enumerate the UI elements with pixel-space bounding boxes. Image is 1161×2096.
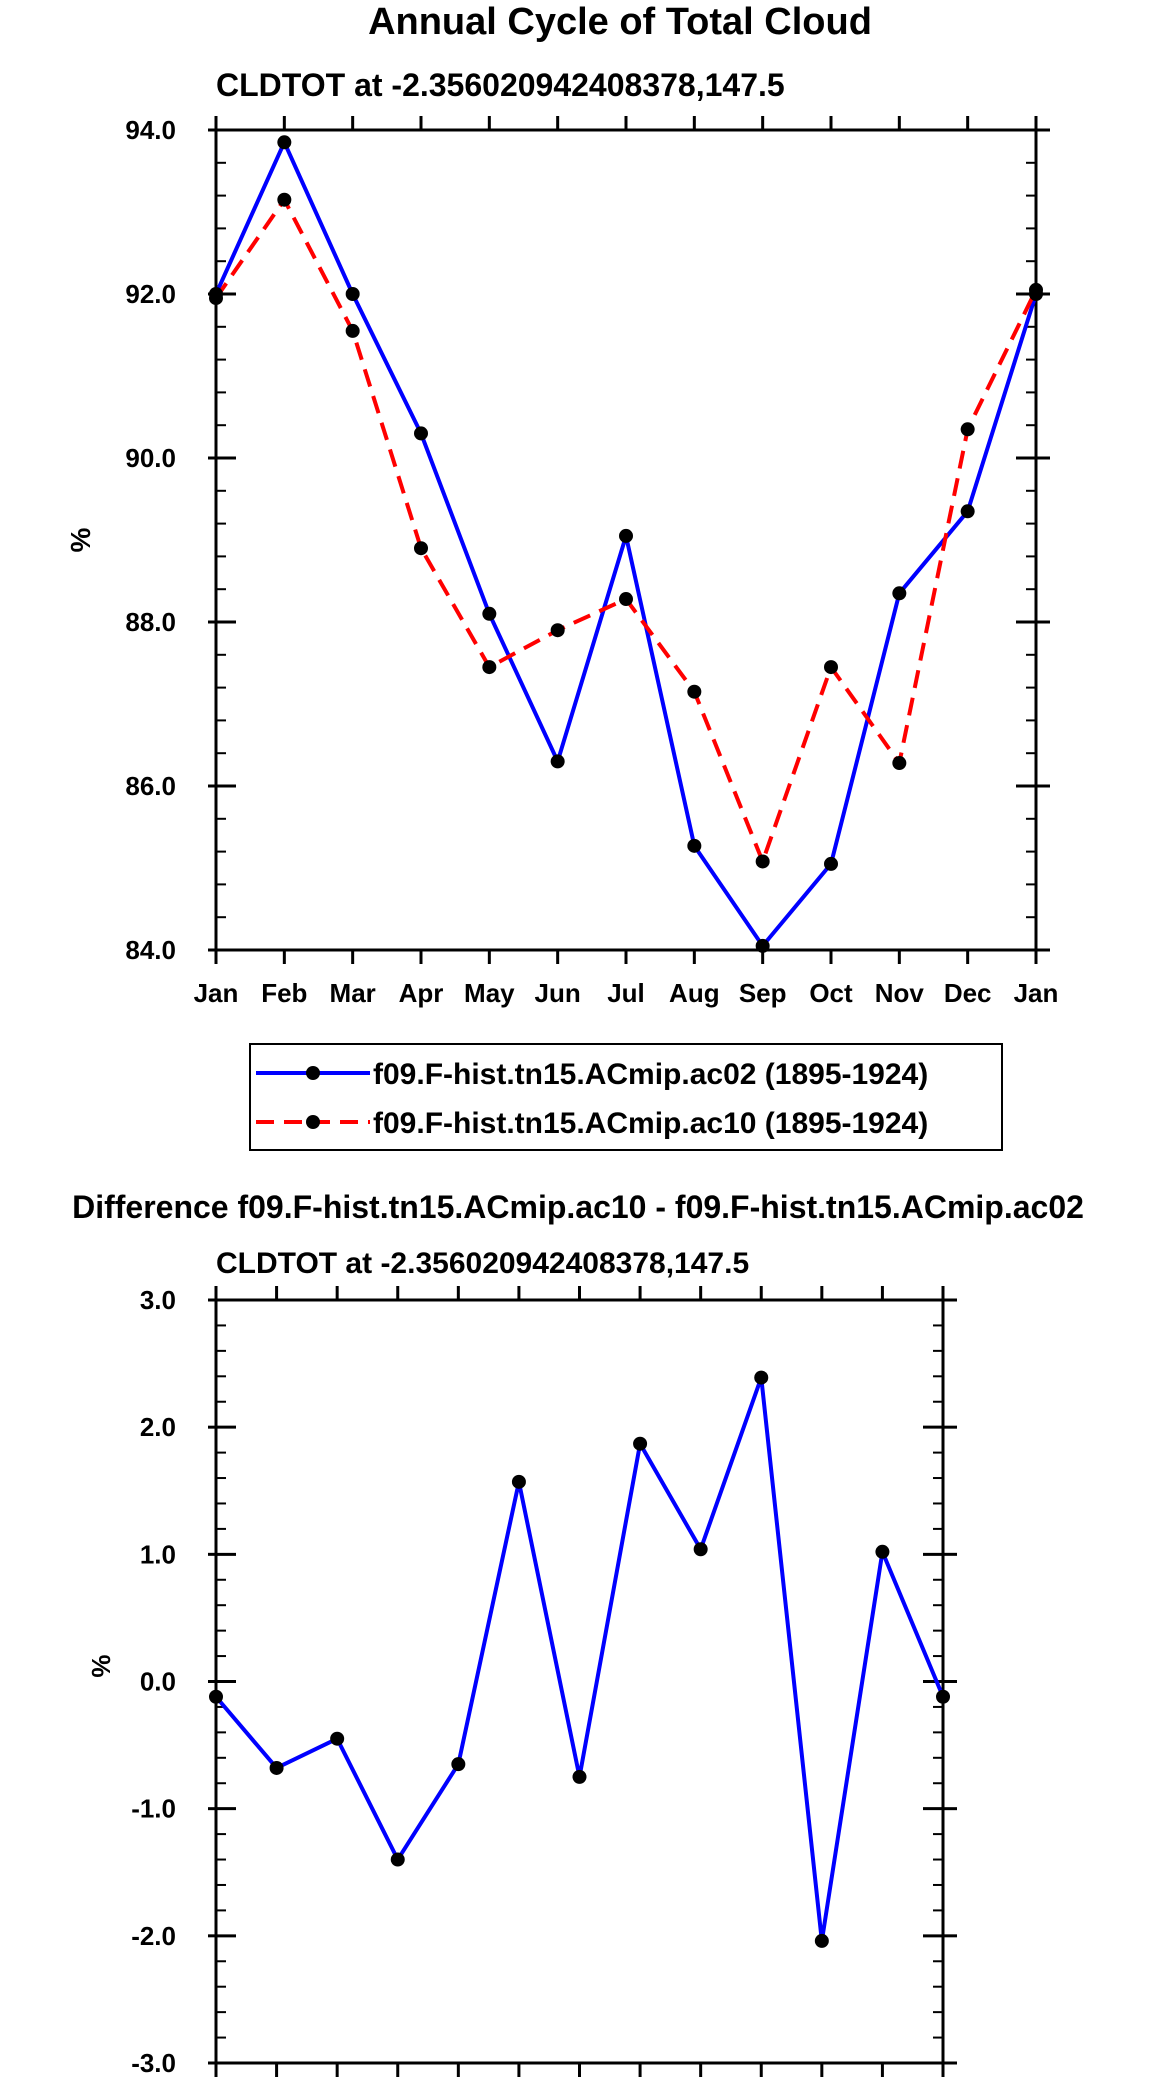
top-series-2-point (755, 854, 770, 869)
top-plot-area: Jan Feb Mar Apr May Jun Jul Aug Sep Oct Nov Dec Jan 8… (125, 115, 1058, 1008)
top-series-1-point (277, 135, 292, 150)
top-series-1-point (687, 838, 702, 853)
bottom-series-1-point (209, 1689, 223, 1704)
bottom-series-1-point (754, 1370, 769, 1385)
bottom-chart-title: Difference f09.F-hist.tn15.ACmip.ac10 - … (72, 1189, 1084, 1225)
top-series-1-point (550, 754, 565, 769)
legend-box (249, 1043, 1003, 1151)
top-series-1-point (482, 606, 497, 621)
bottom-x-tick-label: Jan (194, 2091, 239, 2096)
bottom-series-1-point (269, 1760, 284, 1775)
bottom-y-tick-label: 0.0 (140, 1667, 176, 1697)
bottom-x-tick-label: Nov (797, 2091, 847, 2096)
top-series-2-point (960, 422, 975, 437)
bottom-chart-subtitle: CLDTOT at -2.356020942408378,147.5 (216, 1247, 749, 1280)
bottom-x-tick-label: Mar (314, 2091, 360, 2096)
top-x-tick-label: Aug (669, 978, 720, 1008)
bottom-series-1-point (451, 1757, 466, 1772)
bottom-x-tick-label: Sep (677, 2091, 725, 2096)
top-series-2-point (414, 541, 428, 556)
top-series-line-1 (214, 140, 1038, 948)
legend: f09.F-hist.tn15.ACmip.ac02 (1895-1924) f… (249, 1043, 1003, 1151)
bottom-x-tick-label: Apr (375, 2091, 420, 2096)
bottom-series-1-point (875, 1544, 890, 1559)
bottom-series-1-point (390, 1852, 405, 1867)
top-series-2-point (824, 660, 838, 675)
bottom-y-tick-label: -2.0 (131, 1921, 176, 1951)
top-x-tick-label: Jul (607, 978, 645, 1008)
top-series-2-point (1029, 282, 1043, 297)
top-chart-subtitle: CLDTOT at -2.356020942408378,147.5 (216, 67, 785, 103)
bottom-x-tick-label: Aug (615, 2091, 666, 2096)
top-series-1-point (824, 856, 838, 871)
top-y-tick-label: 84.0 (125, 935, 176, 965)
top-series-2-point (892, 756, 907, 771)
bottom-x-tick-label: Jan (921, 2091, 966, 2096)
top-x-tick-label: Jun (535, 978, 581, 1008)
top-series-1-point (960, 504, 975, 519)
top-series-1-point (345, 287, 360, 301)
top-x-tick-label: May (464, 978, 515, 1008)
bottom-x-tick-label: Feb (253, 2091, 299, 2096)
bottom-x-tick-label: May (433, 2091, 484, 2096)
top-series-2-point (687, 684, 702, 699)
bottom-series-line-1 (214, 1375, 945, 1943)
top-series-1-point (892, 586, 907, 601)
top-y-tick-label: 92.0 (125, 279, 176, 309)
top-x-tick-label: Nov (875, 978, 925, 1008)
top-y-tick-label: 90.0 (125, 443, 176, 473)
bottom-y-axis-label: % (86, 1654, 116, 1677)
bottom-x-tick-label: Dec (859, 2091, 907, 2096)
top-y-tick-label: 86.0 (125, 771, 176, 801)
bottom-y-tick-label: 1.0 (140, 1539, 176, 1569)
top-series-2-point (619, 592, 633, 607)
top-x-tick-label: Sep (739, 978, 787, 1008)
top-y-tick-label: 94.0 (125, 115, 176, 145)
bottom-series-1-point (511, 1474, 526, 1489)
top-y-tick-label: 88.0 (125, 607, 176, 637)
top-series-2-point (550, 623, 565, 638)
legend-label-series-2: f09.F-hist.tn15.ACmip.ac10 (1895-1924) (373, 1107, 928, 1140)
bottom-plot-area: Jan Feb Mar Apr May Jun Jul Aug Sep Oct Nov Dec Jan -… (131, 1285, 965, 2096)
bottom-x-tick-label: Jul (561, 2091, 599, 2096)
top-y-axis-label: % (65, 527, 96, 552)
bottom-x-tick-label: Oct (740, 2091, 784, 2096)
bottom-series-1-point (330, 1731, 345, 1746)
top-series-1-point (755, 938, 770, 953)
top-chart-title: Annual Cycle of Total Cloud (368, 1, 872, 43)
top-x-tick-label: Oct (809, 978, 853, 1008)
top-series-1-point (619, 528, 633, 543)
legend-marker-series-2 (306, 1115, 320, 1129)
bottom-series-1-point (936, 1689, 950, 1704)
bottom-y-tick-label: 2.0 (140, 1412, 176, 1442)
bottom-y-tick-label: 3.0 (140, 1285, 176, 1315)
top-series-2-point (482, 660, 497, 675)
top-series-2-point (209, 291, 223, 306)
bottom-series-1-point (693, 1542, 708, 1557)
bottom-series-1-point (572, 1769, 587, 1784)
bottom-y-tick-label: -1.0 (131, 1794, 176, 1824)
top-x-tick-label: Mar (330, 978, 376, 1008)
bottom-series-1-point (814, 1933, 829, 1948)
legend-label-series-1: f09.F-hist.tn15.ACmip.ac02 (1895-1924) (373, 1058, 928, 1091)
bottom-plot-frame (214, 1298, 945, 2065)
top-x-tick-label: Feb (261, 978, 307, 1008)
legend-marker-series-1 (306, 1066, 320, 1080)
bottom-series-1-point (633, 1436, 648, 1451)
top-x-tick-label: Dec (944, 978, 992, 1008)
top-x-tick-label: Jan (1014, 978, 1059, 1008)
top-series-1-point (414, 426, 428, 441)
top-x-tick-label: Apr (399, 978, 444, 1008)
top-series-2-point (277, 192, 292, 207)
bottom-x-tick-label: Jun (496, 2091, 542, 2096)
top-x-tick-label: Jan (194, 978, 239, 1008)
bottom-y-tick-label: -3.0 (131, 2048, 176, 2078)
top-series-2-point (345, 323, 360, 338)
